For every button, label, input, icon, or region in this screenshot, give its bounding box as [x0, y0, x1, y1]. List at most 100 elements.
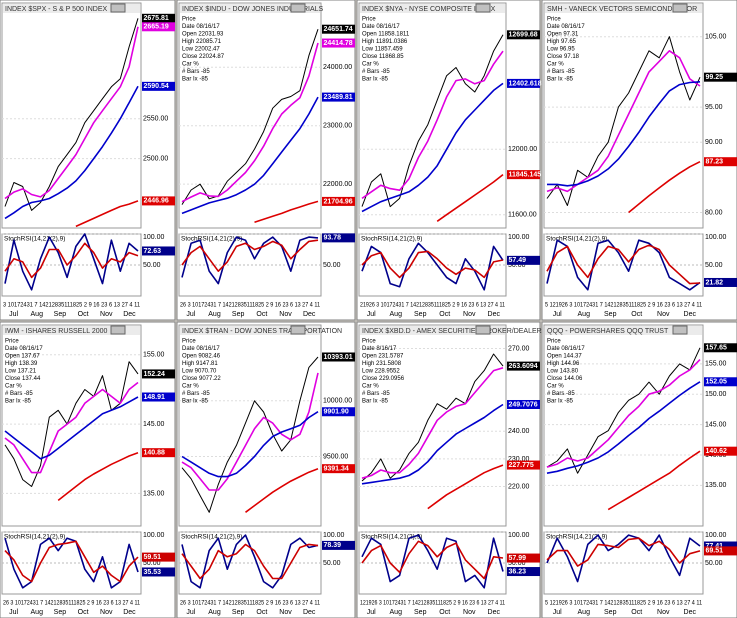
series-line — [546, 359, 701, 468]
series-line — [181, 372, 319, 491]
x-tick-label: Sep — [604, 311, 617, 318]
series-line — [546, 244, 701, 285]
info-line: High 97.65 — [547, 39, 577, 45]
edit-button[interactable] — [290, 325, 306, 335]
edit-button[interactable] — [290, 3, 306, 13]
series-line — [4, 26, 139, 200]
value-label: 93.78 — [324, 235, 342, 242]
y-tick-label: 50.00 — [143, 262, 161, 269]
value-label-box — [507, 361, 540, 371]
series-line — [546, 537, 701, 567]
stoch-title: StochRSI(14,21(2),9) — [546, 236, 607, 243]
value-label-box — [322, 540, 355, 550]
series-line — [361, 250, 504, 279]
x-tick-label: Jul — [186, 311, 195, 318]
edit-button[interactable] — [672, 325, 688, 335]
chart-panel: INDEX $TRAN - DOW JONES TRANSPORTATION 95… — [176, 321, 356, 618]
plot-frame — [543, 2, 704, 229]
x-tick-label: Aug — [578, 311, 591, 318]
x-tick-label: Nov — [657, 311, 670, 318]
date-row: 26 3 10172431 7 14212835111825 2 9 16 23… — [3, 600, 140, 607]
stoch-title: StochRSI(14,21(2),9) — [181, 236, 242, 243]
date-row: 5 121926 3 10172431 7 14212835111825 2 9… — [545, 600, 702, 607]
value-label: 77.41 — [706, 543, 724, 550]
value-label-box — [507, 30, 540, 40]
title-bar — [545, 4, 702, 13]
value-label: 10393.01 — [324, 354, 353, 361]
x-tick-label: Nov — [657, 609, 670, 616]
info-line: Low 143.80 — [547, 369, 579, 375]
x-tick-label: Sep — [54, 609, 67, 616]
value-label-box — [507, 553, 540, 563]
info-line: Price — [182, 17, 196, 23]
info-line: Open 97.31 — [547, 32, 579, 38]
edit-button[interactable] — [110, 325, 126, 335]
panel-frame — [176, 0, 356, 321]
title-bar — [360, 235, 412, 243]
value-label: 59.51 — [144, 554, 162, 561]
chart-title: INDEX $NYA - NYSE COMPOSITE INDEX — [362, 6, 496, 13]
y-tick-label: 105.00 — [705, 34, 727, 41]
info-line: Bar Ix -85 — [547, 77, 574, 83]
chart-title: QQQ - POWERSHARES QQQ TRUST — [547, 328, 669, 335]
y-tick-label: 220.00 — [508, 483, 530, 490]
info-line: Open 231.5787 — [362, 354, 404, 360]
series-line — [546, 347, 701, 474]
series-line — [245, 467, 319, 513]
x-tick-label: Jul — [367, 311, 376, 318]
info-line: Date 8/16/17 — [362, 346, 397, 352]
panel-frame — [541, 321, 737, 618]
edit-button[interactable] — [110, 3, 126, 13]
info-line: Price — [547, 339, 561, 345]
info-line: Price — [182, 339, 196, 345]
x-tick-label: Aug — [208, 609, 221, 616]
info-line: Close 22024.87 — [182, 54, 225, 60]
series-line — [436, 173, 504, 222]
info-line: High 11891.0386 — [362, 39, 408, 45]
title-bar — [545, 533, 597, 541]
x-tick-label: Oct — [439, 609, 450, 616]
value-label-box — [507, 399, 540, 409]
x-tick-label: Oct — [439, 311, 450, 318]
series-line — [4, 381, 139, 474]
edit-button[interactable] — [672, 3, 688, 13]
x-tick-label: Oct — [256, 311, 267, 318]
value-label: 21.82 — [706, 279, 724, 286]
value-label: 249.7076 — [509, 401, 538, 408]
series-line — [181, 411, 319, 478]
x-tick-label: Nov — [100, 609, 113, 616]
date-row: 21926 3 10172431 7 14212835111825 2 9 16… — [360, 302, 505, 309]
info-line: Price — [547, 17, 561, 23]
y-tick-label: 100.00 — [705, 234, 727, 241]
y-tick-label: 50.00 — [143, 560, 161, 567]
series-line — [181, 543, 319, 580]
y-tick-label: 23000.00 — [323, 123, 352, 130]
value-label-box — [142, 81, 175, 91]
value-label: 72.63 — [144, 248, 162, 255]
y-tick-label: 100.00 — [323, 532, 345, 539]
value-label-box — [704, 277, 737, 287]
value-label: 36.23 — [509, 568, 527, 575]
y-tick-label: 50.00 — [323, 560, 341, 567]
y-tick-label: 155.00 — [143, 352, 165, 359]
y-tick-label: 100.00 — [508, 532, 530, 539]
info-line: Close 137.44 — [5, 376, 41, 382]
value-label-box — [142, 552, 175, 562]
y-tick-label: 90.00 — [705, 139, 723, 146]
value-label: 157.65 — [706, 345, 728, 352]
date-row: 121926 3 10172431 7 14212835111825 2 9 1… — [360, 600, 505, 607]
value-label-box — [322, 38, 355, 48]
y-tick-label: 145.00 — [705, 421, 727, 428]
value-label: 24414.78 — [324, 40, 353, 47]
info-line: # Bars -85 — [547, 69, 575, 75]
series-line — [4, 396, 139, 460]
chart-title: SMH - VANECK VECTORS SEMICONDUCTOR — [547, 6, 697, 13]
series-line — [4, 537, 139, 589]
title-bar — [180, 235, 232, 243]
edit-button[interactable] — [475, 3, 491, 13]
edit-button[interactable] — [475, 325, 491, 335]
stoch-title: StochRSI(14,21(2),9) — [4, 236, 65, 243]
info-line: # Bars -85 — [182, 69, 210, 75]
x-tick-label: Dec — [123, 609, 136, 616]
